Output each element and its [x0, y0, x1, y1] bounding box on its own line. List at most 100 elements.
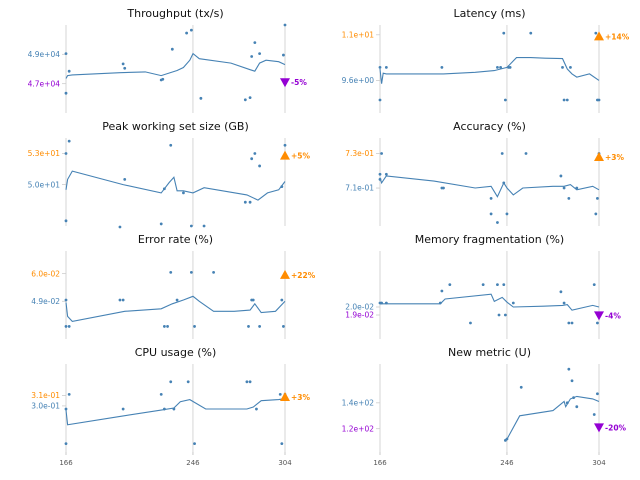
series-line — [65, 295, 286, 322]
data-point — [245, 380, 249, 384]
data-point — [67, 325, 71, 328]
data-point — [469, 321, 472, 325]
data-point — [442, 186, 445, 190]
data-point — [64, 442, 68, 446]
data-point — [378, 172, 382, 176]
panel-title: Latency (ms) — [453, 7, 525, 20]
data-point — [596, 196, 599, 200]
data-point — [596, 392, 599, 396]
data-point — [505, 437, 509, 441]
panel-title: CPU usage (%) — [135, 346, 217, 359]
data-point — [64, 152, 68, 155]
y-tick-label: 1.9e-02 — [345, 311, 374, 320]
series-line — [380, 293, 600, 311]
data-point — [64, 219, 68, 223]
data-point — [594, 212, 598, 216]
data-point — [440, 65, 444, 69]
data-point — [243, 200, 247, 204]
panel-5: Memory fragmentation (%) 1.9e-022.0e-02 -4… — [345, 233, 621, 339]
panel-title: Accuracy (%) — [453, 120, 526, 133]
panel-7: New metric (U) 1.2e+02 1.4e+02 -20% 166 246 30… — [342, 346, 627, 467]
panel-title: New metric (U) — [448, 346, 531, 359]
change-label: -20% — [605, 423, 627, 432]
data-point — [282, 325, 285, 328]
y-tick-label: 5.0e+01 — [28, 180, 61, 189]
data-point — [175, 298, 179, 302]
y-tick-label: 1.4e+02 — [342, 399, 375, 408]
data-point — [384, 301, 388, 305]
data-point — [280, 185, 284, 189]
data-point — [118, 298, 122, 302]
data-point — [64, 52, 68, 55]
data-point — [123, 178, 127, 181]
panel-2: Peak working set size (GB) 5.0e+01 5.3e+01… — [28, 120, 311, 229]
data-point — [569, 65, 572, 69]
data-point — [511, 301, 515, 305]
data-point — [378, 65, 382, 69]
data-point — [250, 55, 254, 58]
data-point — [440, 289, 444, 293]
data-point — [189, 28, 193, 32]
change-label: -5% — [291, 78, 307, 87]
data-point — [502, 181, 506, 185]
data-point — [567, 196, 571, 200]
data-point — [592, 283, 596, 286]
data-point — [570, 321, 574, 325]
data-point — [378, 98, 382, 102]
data-point — [519, 385, 523, 389]
data-point — [575, 405, 579, 409]
data-point — [248, 380, 252, 384]
data-point — [565, 401, 569, 405]
x-tick-label: 166 — [373, 459, 387, 467]
y-tick-label: 3.1e-01 — [31, 391, 60, 400]
y-tick-label: 4.9e-02 — [31, 297, 60, 306]
data-point — [251, 298, 255, 302]
data-point — [162, 407, 166, 411]
change-label: -4% — [605, 311, 621, 320]
data-point — [123, 66, 127, 70]
data-point — [121, 298, 125, 302]
data-point — [524, 152, 528, 155]
data-point — [594, 31, 598, 35]
data-point — [508, 65, 512, 69]
data-point — [199, 96, 203, 100]
data-point — [193, 325, 196, 328]
data-point — [497, 313, 501, 317]
data-point — [172, 407, 176, 411]
data-point — [500, 152, 504, 155]
data-point — [448, 283, 452, 286]
data-point — [193, 442, 196, 446]
data-point — [247, 325, 250, 328]
y-tick-label: 4.7e+04 — [28, 79, 61, 88]
change-down-marker — [280, 78, 290, 88]
change-label: +22% — [291, 271, 316, 280]
data-point — [559, 290, 563, 294]
data-point — [121, 62, 125, 66]
panel-1: Latency (ms) 9.6e+00 1.1e+01 +14% — [342, 7, 630, 113]
data-point — [186, 380, 190, 384]
series-line — [505, 395, 600, 441]
data-point — [170, 47, 174, 51]
data-point — [567, 367, 571, 371]
data-point — [570, 379, 574, 383]
x-tick-label: 166 — [59, 459, 73, 467]
data-point — [258, 52, 262, 55]
panel-6: CPU usage (%) 3.0e-01 3.1e-01 +3% 166 246 304 — [31, 346, 310, 467]
change-up-marker — [594, 151, 604, 161]
data-point — [572, 396, 576, 400]
data-point — [248, 200, 252, 204]
x-tick-label: 304 — [278, 459, 292, 467]
series-line — [65, 398, 286, 426]
series-line — [379, 57, 600, 84]
data-point — [496, 65, 499, 69]
data-point — [169, 270, 173, 274]
panel-title: Error rate (%) — [138, 233, 213, 246]
data-point — [499, 65, 503, 69]
y-tick-label: 9.6e+00 — [342, 76, 375, 85]
data-point — [481, 283, 485, 286]
data-point — [496, 283, 499, 286]
data-point — [248, 96, 252, 99]
y-tick-label: 7.1e-01 — [345, 184, 374, 193]
data-point — [438, 301, 442, 305]
data-point — [278, 392, 282, 396]
